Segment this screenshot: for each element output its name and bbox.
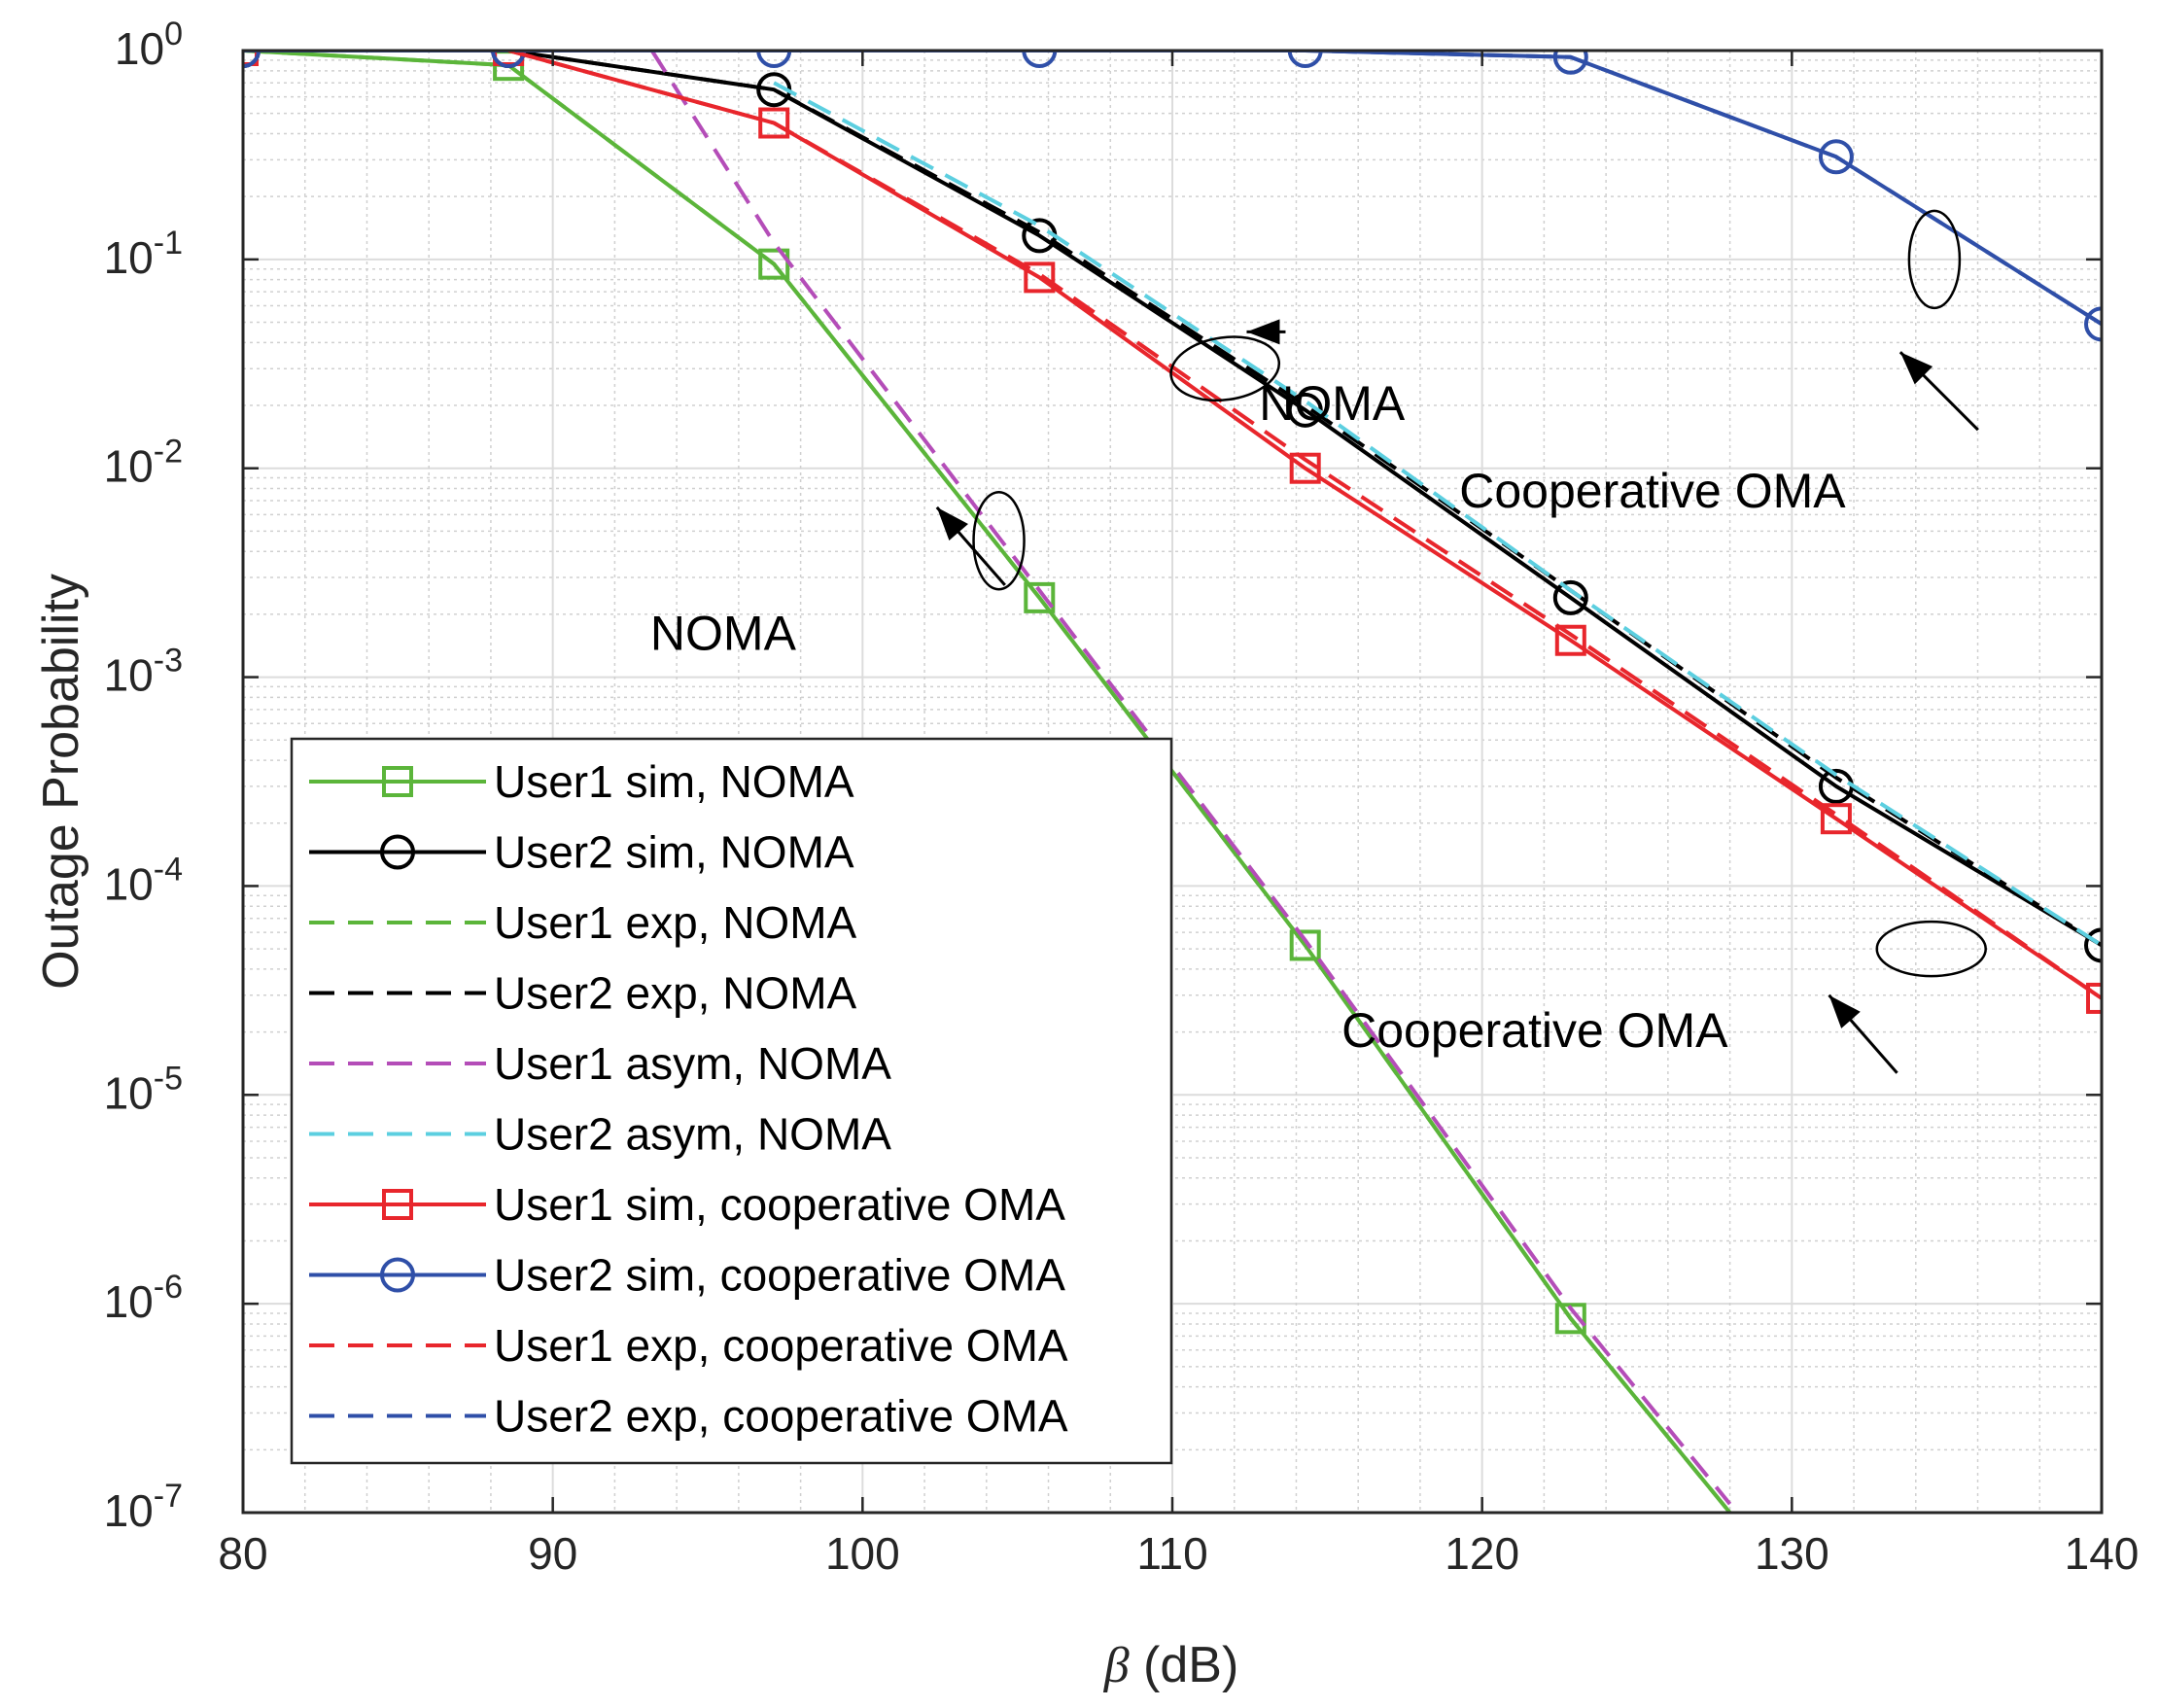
legend-swatch-marker [382, 766, 413, 797]
x-tick-label: 140 [2065, 1528, 2140, 1579]
annotation-ellipse [1169, 335, 1281, 402]
series-line [243, 51, 2102, 327]
series-user1-asym-noma [649, 51, 1732, 1506]
legend-entry: User1 sim, cooperative OMA [309, 1179, 1065, 1230]
data-point-marker [1820, 803, 1852, 835]
legend-swatch-marker [380, 834, 415, 870]
series-line [773, 81, 2102, 948]
legend: User1 sim, NOMA User2 sim, NOMA User1 exp,… [290, 737, 1173, 1465]
annotation-noma: NOMA [1169, 319, 1406, 431]
legend-label: User2 asym, NOMA [494, 1109, 891, 1160]
legend-entry: User2 sim, NOMA [309, 827, 854, 878]
annotation-arrow-head [1828, 994, 1861, 1028]
data-point-marker [1287, 51, 1323, 68]
series-user1-exp-cooperative-oma [507, 51, 2102, 1000]
data-point-marker [1552, 51, 1588, 75]
annotation-label: Cooperative OMA [1341, 1003, 1728, 1058]
y-tick-label: 100 [115, 16, 183, 74]
legend-label: User2 exp, cooperative OMA [494, 1391, 1068, 1442]
y-tick-label: 10-5 [104, 1060, 183, 1118]
data-point-marker [1554, 1303, 1586, 1335]
annotation-label: Cooperative OMA [1459, 464, 1846, 518]
annotation-arrow-head [1246, 319, 1280, 345]
x-tick-label: 130 [1755, 1528, 1829, 1579]
legend-label: User1 exp, NOMA [494, 897, 857, 948]
annotation-ellipse [1875, 920, 1987, 978]
annotation-label: NOMA [650, 607, 797, 661]
data-point-marker [758, 107, 790, 139]
legend-label: User1 asym, NOMA [494, 1038, 891, 1089]
y-tick-label: 10-1 [104, 225, 183, 283]
data-point-marker [1552, 579, 1588, 615]
data-point-marker [756, 51, 792, 68]
data-point-marker [1024, 581, 1056, 613]
series-line [507, 51, 2102, 1000]
x-tick-label: 80 [218, 1528, 267, 1579]
ticks: 80 90 100 110 120 130 140 100 10-1 10-2 10-3 10-4 10… [104, 16, 2140, 1579]
legend-label: User1 exp, cooperative OMA [494, 1320, 1068, 1371]
y-tick-label: 10-4 [104, 851, 183, 909]
annotation-ellipse [972, 490, 1026, 591]
legend-entry: User1 sim, NOMA [309, 756, 854, 807]
series-group [243, 51, 2102, 1513]
legend-entry: User2 exp, NOMA [309, 968, 857, 1019]
legend-entry: User2 sim, cooperative OMA [309, 1250, 1065, 1301]
series-user2-exp-cooperative-oma [243, 51, 2102, 327]
legend-entry: User1 asym, NOMA [309, 1038, 891, 1089]
annotations: NOMA Cooperative OMA NOMA Cooperative OMA [650, 209, 1987, 1074]
x-axis-unit: (dB) [1130, 1637, 1239, 1693]
annotation-cooperative-oma: Cooperative OMA [1341, 920, 1987, 1074]
x-tick-label: 110 [1136, 1528, 1207, 1579]
y-axis-label: Outage Probability [33, 574, 89, 990]
data-point-marker [1554, 624, 1586, 656]
legend-entry: User2 asym, NOMA [309, 1109, 891, 1160]
annotation-label: NOMA [1259, 376, 1406, 431]
legend-label: User2 sim, NOMA [494, 827, 854, 878]
legend-entry: User1 exp, cooperative OMA [309, 1320, 1068, 1371]
annotation-arrow-head [1899, 352, 1933, 385]
annotation-cooperative-oma: Cooperative OMA [1459, 209, 1979, 518]
series-user1-exp-noma [243, 51, 1732, 1513]
y-tick-label: 10-7 [104, 1478, 183, 1536]
y-tick-label: 10-2 [104, 434, 183, 492]
x-tick-label: 100 [825, 1528, 900, 1579]
series-line [507, 51, 2102, 948]
annotation-arrow-head [936, 506, 968, 541]
x-axis-symbol: β [1103, 1638, 1130, 1693]
y-tick-label: 10-6 [104, 1269, 183, 1327]
annotation-noma: NOMA [650, 490, 1026, 661]
y-tick-label: 10-3 [104, 643, 183, 701]
data-point-marker [2084, 306, 2102, 342]
legend-swatch-marker [380, 1257, 415, 1293]
legend-label: User1 sim, NOMA [494, 756, 854, 807]
data-point-marker [1024, 261, 1056, 294]
x-axis-label: β (dB) [1103, 1637, 1239, 1693]
data-point-marker [1289, 452, 1321, 484]
data-point-marker [491, 51, 527, 68]
legend-label: User2 sim, cooperative OMA [494, 1250, 1065, 1301]
legend-label: User2 exp, NOMA [494, 968, 857, 1019]
data-point-marker [1818, 139, 1854, 175]
legend-label: User1 sim, cooperative OMA [494, 1179, 1065, 1230]
legend-entry: User2 exp, cooperative OMA [309, 1391, 1068, 1442]
series-line [649, 51, 1732, 1506]
data-point-marker [1022, 51, 1058, 68]
data-point-marker [2084, 927, 2102, 963]
data-point-marker [758, 248, 790, 280]
series-user2-exp-noma [507, 51, 2102, 948]
data-point-marker [2086, 982, 2102, 1014]
x-tick-label: 120 [1445, 1528, 1519, 1579]
legend-box [290, 737, 1173, 1465]
x-tick-label: 90 [528, 1528, 577, 1579]
series-user2-asym-noma [773, 81, 2102, 948]
legend-entry: User1 exp, NOMA [309, 897, 857, 948]
annotation-ellipse [1907, 209, 1962, 310]
legend-swatch-marker [382, 1189, 413, 1220]
data-point-marker [1289, 929, 1321, 961]
series-line [243, 51, 1732, 1513]
